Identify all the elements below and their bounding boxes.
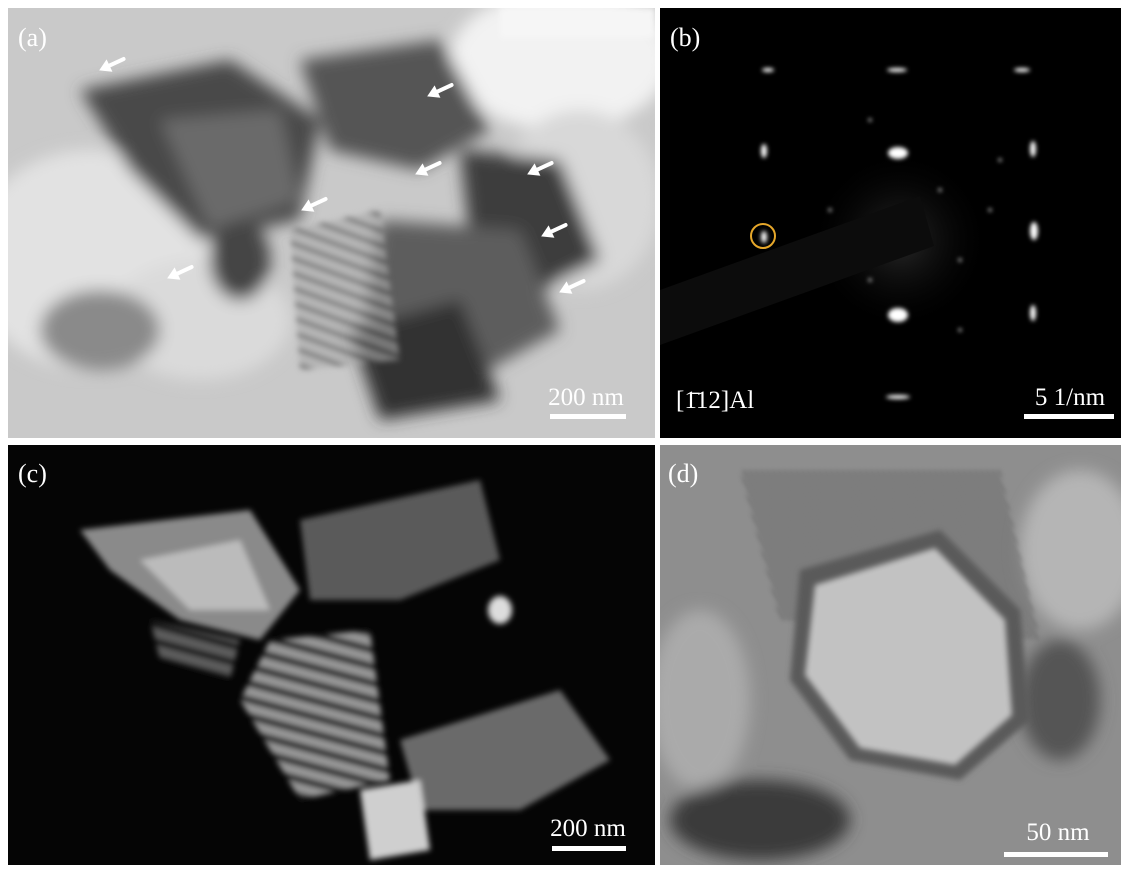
scale-bar-label: 5 1/nm: [1035, 384, 1106, 411]
panel-a-image: [0, 0, 670, 438]
scale-bar-label: 200 nm: [548, 384, 624, 411]
panel-label: (d): [668, 459, 698, 488]
zone-axis-label: [1̄12]Al: [676, 387, 754, 414]
panel-label: (b): [670, 23, 700, 52]
scale-bar: [1004, 852, 1108, 857]
panel-label: (a): [18, 23, 47, 52]
scale-bar-label: 50 nm: [1026, 819, 1090, 846]
figure: (a) 200 nm (b) [1̄12]Al 5 1/nm: [0, 0, 1129, 869]
panel-label: (c): [18, 459, 47, 488]
panel-c-image: [8, 445, 655, 865]
scale-bar: [1024, 414, 1114, 419]
panel-d-image: [650, 445, 1129, 865]
page: (a) 200 nm (b) [1̄12]Al 5 1/nm: [0, 0, 1129, 869]
panel-b-image: [660, 8, 1121, 438]
scale-bar-label: 200 nm: [550, 815, 626, 842]
scale-bar: [552, 846, 626, 851]
scale-bar: [550, 414, 626, 419]
